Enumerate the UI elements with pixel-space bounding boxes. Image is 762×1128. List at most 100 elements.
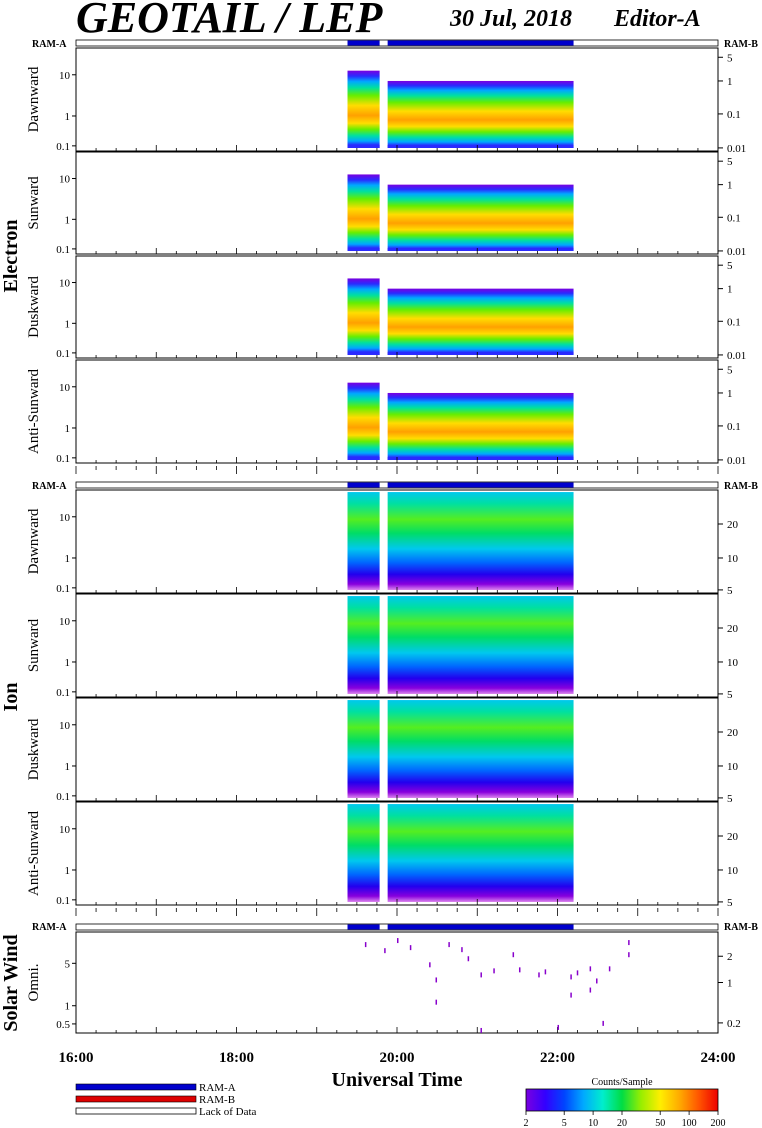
- legend-ram-a-label: RAM-A: [199, 1082, 236, 1094]
- spectrogram-floor: [347, 457, 380, 460]
- solar-wind-point: [589, 966, 592, 972]
- spectrogram-floor: [387, 352, 574, 355]
- left-tick-label: 0.1: [56, 687, 70, 699]
- left-tick-label: 10: [59, 616, 71, 628]
- mode-bar-ram-a: [387, 40, 574, 46]
- ion-panel-duskward: 10 1 0.1 20 10 5 Duskward: [26, 697, 739, 805]
- panel-label: Duskward: [26, 718, 42, 780]
- right-tick-label: 0.01: [727, 143, 746, 155]
- solar-wind-point: [628, 952, 630, 958]
- x-tick-label: 22:00: [540, 1050, 575, 1066]
- left-tick-label: 0.1: [56, 453, 70, 465]
- right-tick-label: 5: [727, 689, 733, 701]
- panel-label: Anti-Sunward: [26, 811, 42, 896]
- ram-a-label-electron: RAM-A: [32, 39, 67, 50]
- x-axis-label: Universal Time: [332, 1069, 463, 1091]
- spectrogram-floor: [347, 352, 380, 355]
- right-tick-label: 20: [727, 519, 739, 531]
- solar-wind-point: [596, 978, 598, 984]
- solar-wind-point: [570, 974, 572, 980]
- editor-label: Editor-A: [613, 6, 701, 32]
- right-tick-label: 0.1: [727, 109, 741, 121]
- panel-label: Dawnward: [26, 508, 42, 574]
- spectrogram-block: [387, 700, 574, 798]
- spectrogram-block: [387, 492, 574, 590]
- solar-wind-point: [589, 987, 592, 993]
- x-tick-label: 18:00: [219, 1050, 254, 1066]
- x-tick-label: 16:00: [59, 1050, 94, 1066]
- left-tick-label: 10: [59, 70, 71, 82]
- left-tick-label: 0.1: [56, 583, 70, 595]
- legend-ram-b-label: RAM-B: [199, 1094, 235, 1106]
- right-tick-label: 1: [727, 76, 733, 88]
- solar-wind-point: [570, 992, 572, 998]
- solar-wind-point: [467, 956, 470, 962]
- solar-wind-point: [628, 940, 630, 946]
- left-tick-label: 0.1: [56, 348, 70, 360]
- right-tick-label: 5: [727, 364, 733, 376]
- solar-wind-point: [576, 970, 579, 976]
- electron-panel-duskward: 10 1 0.1 5 1 0.1 0.01 Duskward: [26, 255, 746, 362]
- left-tick-label: 5: [65, 958, 71, 970]
- spectrogram-block: [347, 596, 380, 694]
- right-tick-label: 5: [727, 585, 733, 597]
- left-tick-label: 10: [59, 382, 71, 394]
- instrument-title: GEOTAIL / LEP: [76, 0, 384, 42]
- left-tick-label: 1: [65, 865, 71, 877]
- electron-group-label: Electron: [0, 220, 22, 293]
- solar-wind-point: [364, 942, 367, 948]
- solar-wind-point: [461, 947, 463, 953]
- left-tick-label: 1: [65, 761, 71, 773]
- colorbar-tick-label: 5: [562, 1118, 567, 1128]
- panel-label: Sunward: [26, 618, 42, 672]
- right-tick-label: 5: [727, 793, 733, 805]
- solar-wind-point: [435, 977, 438, 983]
- spectrogram-block: [387, 288, 574, 355]
- left-tick-label: 1: [65, 423, 71, 435]
- ion-panel-anti-sunward: 10 1 0.1 20 10 5 Anti-Sunward: [26, 801, 739, 909]
- left-tick-label: 0.1: [56, 895, 70, 907]
- right-tick-label: 10: [727, 657, 739, 669]
- right-tick-label: 20: [727, 831, 739, 843]
- left-tick-label: 10: [59, 512, 71, 524]
- spectrogram-block: [347, 278, 380, 355]
- spectrogram-floor: [387, 145, 574, 148]
- solar-wind-point: [448, 942, 450, 948]
- left-tick-label: 1: [65, 214, 71, 226]
- solar-wind-group-label: Solar Wind: [0, 934, 22, 1031]
- spectrogram-floor: [387, 248, 574, 251]
- solar-wind-point: [384, 948, 386, 954]
- right-tick-label: 5: [727, 897, 733, 909]
- right-tick-label: 0.1: [727, 212, 741, 224]
- mode-bar-ram-a: [347, 924, 380, 930]
- x-tick-label: 20:00: [380, 1050, 415, 1066]
- right-tick-label: 0.2: [727, 1018, 741, 1030]
- solar-wind-point: [480, 972, 482, 978]
- right-tick-label: 5: [727, 260, 733, 272]
- right-tick-label: 1: [727, 388, 733, 400]
- ram-b-label-ion: RAM-B: [724, 481, 758, 492]
- legend-lack-label: Lack of Data: [199, 1106, 257, 1118]
- right-tick-label: 10: [727, 553, 739, 565]
- right-tick-label: 0.01: [727, 246, 746, 258]
- spectrogram-floor: [387, 457, 574, 460]
- mode-bar-ram-a: [347, 40, 380, 46]
- right-tick-label: 1: [727, 978, 733, 990]
- colorbar-tick-label: 10: [588, 1118, 598, 1128]
- electron-panel-sunward: 10 1 0.1 5 1 0.1 0.01 Sunward: [26, 151, 746, 258]
- electron-panel-anti-sunward: 10 1 0.1 5 1 0.1 0.01 Anti-Sunward: [26, 359, 746, 467]
- right-tick-label: 2: [727, 951, 733, 963]
- ion-group-label: Ion: [0, 683, 22, 712]
- mode-bar-ram-a: [387, 482, 574, 488]
- spectrogram-block: [347, 492, 380, 590]
- spectrogram-block: [347, 70, 380, 148]
- colorbar-tick-label: 100: [682, 1118, 697, 1128]
- solar-wind-point: [538, 972, 540, 978]
- panel-label: Duskward: [26, 276, 42, 338]
- spectrogram-block: [347, 804, 380, 902]
- solar-wind-point: [602, 1020, 604, 1026]
- spectrogram-block: [347, 382, 380, 460]
- left-tick-label: 0.1: [56, 791, 70, 803]
- ion-panel-sunward: 10 1 0.1 20 10 5 Sunward: [26, 593, 739, 701]
